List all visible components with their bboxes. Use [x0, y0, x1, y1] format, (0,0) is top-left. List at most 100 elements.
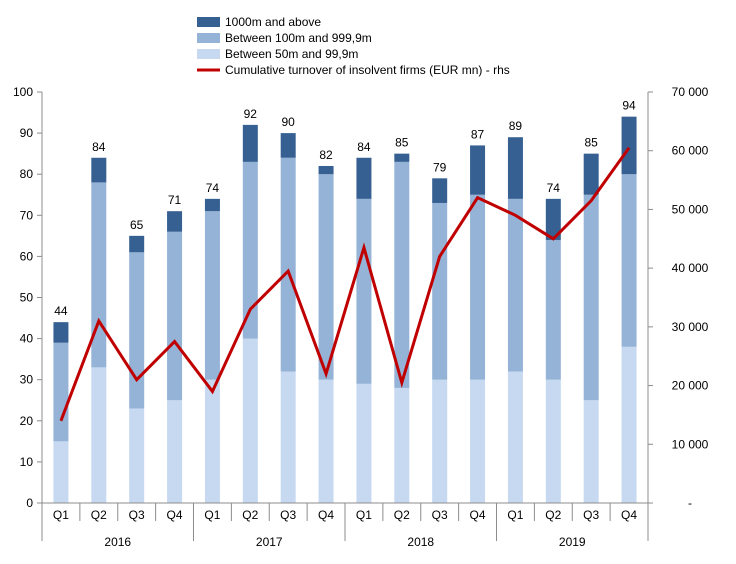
legend-label: Between 50m and 99,9m	[225, 47, 358, 61]
x-category-label: Q2	[242, 508, 258, 522]
bar-total-label: 84	[92, 140, 106, 154]
bar-segment	[318, 174, 334, 380]
bar-segment	[167, 211, 183, 232]
right-y-axis: - 10 000 20 000 30 000 40 000 50 000 60 000 70 …	[647, 85, 709, 510]
bar-segment	[432, 178, 448, 203]
legend-swatch	[197, 49, 220, 59]
left-tick-label: 60	[20, 249, 34, 263]
x-category-label: Q4	[318, 508, 334, 522]
x-category-label: Q3	[280, 508, 296, 522]
left-tick-label: 50	[20, 291, 34, 305]
turnover-line	[59, 146, 631, 422]
bar-segment	[129, 252, 145, 409]
bar-segment	[280, 133, 296, 158]
bar-segment	[621, 346, 637, 503]
right-tick-label: 40 000	[672, 261, 709, 275]
legend-swatch	[197, 33, 220, 43]
legend-label: Cumulative turnover of insolvent firms (…	[225, 63, 510, 77]
bar-segment	[432, 202, 448, 380]
x-year-label: 2016	[104, 535, 131, 549]
bar-segment	[91, 182, 107, 368]
right-tick-label: 60 000	[672, 144, 709, 158]
bar-total-label: 44	[54, 304, 68, 318]
bar-total-label: 84	[357, 140, 371, 154]
bar-total-label: 85	[585, 136, 599, 150]
x-category-label: Q2	[394, 508, 410, 522]
x-category-label: Q3	[129, 508, 145, 522]
bar-total-label: 85	[395, 136, 409, 150]
bar-segment	[583, 194, 599, 401]
legend-label: Between 100m and 999,9m	[225, 31, 372, 45]
bar-segment	[91, 367, 107, 503]
x-category-label: Q1	[507, 508, 523, 522]
bar-total-label: 92	[244, 107, 258, 121]
left-tick-label: 70	[20, 208, 34, 222]
bar-segment	[507, 371, 523, 503]
bar-segment	[53, 322, 69, 343]
right-tick-label: -	[688, 496, 692, 510]
bar-total-label: 89	[509, 119, 523, 133]
bar-segment	[242, 124, 258, 162]
left-tick-label: 90	[20, 126, 34, 140]
bar-segment	[545, 379, 561, 503]
bar-segment	[204, 198, 220, 212]
bar-segment	[356, 198, 372, 384]
left-tick-label: 0	[26, 496, 33, 510]
bar-segment	[204, 211, 220, 380]
right-tick-label: 50 000	[672, 202, 709, 216]
bar-series	[53, 116, 637, 503]
bar-segment	[545, 198, 561, 240]
bar-segment	[470, 194, 486, 380]
turnover-line-path	[59, 146, 631, 422]
bar-total-label: 82	[319, 148, 333, 162]
bar-total-label: 87	[471, 127, 485, 141]
bar-segment	[167, 400, 183, 503]
x-category-label: Q2	[91, 508, 107, 522]
x-year-label: 2017	[256, 535, 283, 549]
bar-segment	[432, 379, 448, 503]
x-category-label: Q3	[583, 508, 599, 522]
x-year-label: 2019	[559, 535, 586, 549]
x-category-label: Q4	[621, 508, 637, 522]
x-category-label: Q4	[167, 508, 183, 522]
bar-segment	[394, 387, 410, 503]
x-category-label: Q1	[204, 508, 220, 522]
left-y-axis: 0 10 20 30 40 50 60 70 80 90 100	[13, 85, 43, 510]
bar-segment	[280, 157, 296, 372]
x-category-label: Q1	[356, 508, 372, 522]
bar-segment	[356, 157, 372, 199]
bar-segment	[242, 338, 258, 503]
x-category-label: Q1	[53, 508, 69, 522]
right-tick-label: 30 000	[672, 320, 709, 334]
bar-segment	[318, 379, 334, 503]
x-category-label: Q4	[470, 508, 486, 522]
bar-segment	[470, 145, 486, 195]
bar-segment	[318, 165, 334, 175]
bar-segment	[394, 153, 410, 162]
bar-total-label: 94	[622, 99, 636, 113]
bar-total-label: 65	[130, 218, 144, 232]
bar-segment	[204, 379, 220, 503]
bar-total-label: 90	[282, 115, 296, 129]
right-tick-label: 20 000	[672, 379, 709, 393]
bar-segment	[280, 371, 296, 503]
bar-segment	[583, 400, 599, 503]
left-tick-label: 80	[20, 167, 34, 181]
legend-swatch	[197, 17, 220, 27]
total-labels: 44 84 65 71 74 92 90 82 84 85 79 87 89 74 85 94	[54, 99, 636, 319]
bar-segment	[129, 408, 145, 503]
bar-segment	[53, 342, 69, 442]
x-category-label: Q3	[432, 508, 448, 522]
x-category-label: Q2	[545, 508, 561, 522]
bar-total-label: 79	[433, 160, 447, 174]
bar-segment	[507, 198, 523, 372]
left-tick-label: 40	[20, 332, 34, 346]
bar-segment	[91, 157, 107, 183]
bar-segment	[545, 239, 561, 380]
right-tick-label: 10 000	[672, 437, 709, 451]
bar-segment	[621, 116, 637, 175]
bar-segment	[394, 161, 410, 388]
right-tick-label: 70 000	[672, 85, 709, 99]
bar-segment	[129, 235, 145, 253]
